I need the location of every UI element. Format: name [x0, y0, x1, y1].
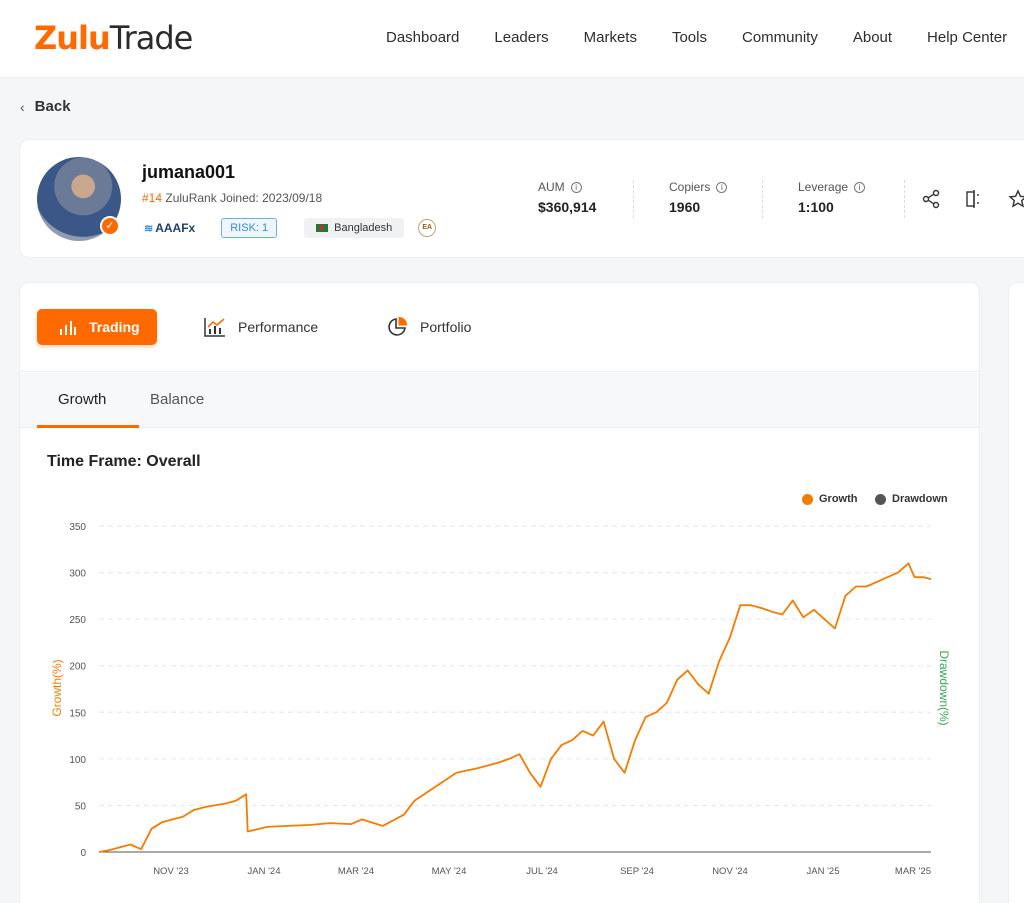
y-tick-label: 100	[69, 755, 86, 766]
verified-icon: ✓	[100, 216, 120, 236]
chevron-left-icon: ‹	[20, 98, 25, 115]
stat-leverage-label: Leverage	[798, 180, 849, 194]
main-tabs: Trading Performance Portfolio	[20, 283, 979, 372]
stat-leverage-value: 1:100	[798, 199, 834, 215]
rank-line: #14 ZuluRank Joined: 2023/09/18	[142, 191, 322, 205]
tab-portfolio[interactable]: Portfolio	[386, 309, 471, 345]
compare-icon[interactable]	[964, 189, 984, 209]
stat-aum: AUM i $360,914	[538, 180, 596, 215]
x-tick-label: NOV '23	[153, 866, 189, 877]
x-tick-label: MAR '24	[338, 866, 374, 877]
bar-chart-icon	[60, 321, 76, 335]
y-tick-label: 250	[69, 615, 86, 626]
y-axis-label: Growth(%)	[50, 659, 64, 716]
stat-aum-label: AUM	[538, 180, 565, 194]
nav-tools[interactable]: Tools	[671, 29, 707, 46]
growth-series-line	[98, 562, 932, 853]
nav-community[interactable]: Community	[741, 29, 818, 46]
chart-subtabs: Growth Balance	[20, 373, 979, 428]
trader-username: jumana001	[142, 162, 236, 182]
y-tick-label: 200	[69, 662, 86, 673]
active-subtab-indicator	[37, 425, 139, 428]
stat-copiers-label: Copiers	[669, 180, 711, 194]
subtab-growth[interactable]: Growth	[58, 391, 107, 408]
y2-axis-label: Drawdown(%)	[937, 650, 951, 725]
nav-leaders[interactable]: Leaders	[494, 29, 549, 46]
star-icon[interactable]	[1008, 189, 1024, 209]
y-tick-label: 350	[69, 522, 86, 533]
zulurank-value: #14	[142, 191, 163, 205]
line-chart-icon	[204, 318, 225, 337]
info-icon[interactable]: i	[570, 181, 582, 193]
country-badge: Bangladesh	[304, 218, 405, 238]
legend-drawdown[interactable]: Drawdown	[875, 493, 948, 505]
rank-joined-text: ZuluRank Joined: 2023/09/18	[165, 191, 323, 205]
nav-help-center[interactable]: Help Center	[927, 29, 1008, 46]
tab-trading[interactable]: Trading	[37, 309, 157, 345]
stat-leverage: Leverage i 1:100	[798, 180, 866, 215]
share-icon[interactable]	[921, 189, 941, 209]
stat-aum-value: $360,914	[538, 199, 597, 215]
x-tick-label: MAR '25	[895, 866, 931, 877]
broker-name: AAAFx	[155, 221, 196, 235]
y-tick-label: 50	[75, 801, 87, 812]
risk-badge: RISK: 1	[221, 218, 278, 238]
tab-performance-label: Performance	[238, 319, 319, 335]
legend-growth-dot	[802, 493, 813, 505]
y-tick-label: 300	[69, 569, 86, 580]
info-icon[interactable]: i	[716, 181, 728, 193]
logo-trade: Trade	[109, 19, 194, 57]
trader-profile-card: ✓ jumana001 #14 ZuluRank Joined: 2023/09…	[19, 139, 1024, 258]
stat-copiers: Copiers i 1960	[669, 180, 728, 215]
stat-divider	[762, 180, 763, 218]
nav-markets[interactable]: Markets	[583, 29, 637, 46]
x-tick-label: JUL '24	[526, 866, 558, 877]
top-navigation-bar: Zulu Trade Dashboard Leaders Markets Tool…	[0, 0, 1024, 78]
pie-chart-icon	[388, 316, 408, 336]
bangladesh-flag-icon	[316, 224, 329, 232]
main-nav: Dashboard Leaders Markets Tools Communit…	[386, 29, 1024, 46]
side-panel	[1008, 282, 1024, 903]
trading-panel: Trading Performance Portfolio Growth Bal…	[19, 282, 980, 903]
back-button[interactable]: ‹ Back	[20, 98, 71, 115]
legend-growth[interactable]: Growth	[802, 493, 858, 505]
timeframe-label: Time Frame: Overall	[47, 453, 201, 470]
logo-zulu: Zulu	[34, 19, 111, 57]
tab-trading-label: Trading	[89, 319, 140, 335]
y-tick-label: 150	[69, 708, 86, 719]
legend-drawdown-dot	[875, 493, 886, 505]
tab-portfolio-label: Portfolio	[420, 319, 472, 335]
x-tick-label: JAN '24	[248, 866, 281, 877]
legend-drawdown-label: Drawdown	[892, 493, 948, 505]
stat-divider	[633, 180, 634, 218]
trader-tags: ≋ AAAFx RISK: 1 Bangladesh EA	[144, 218, 437, 238]
stat-divider	[904, 180, 905, 218]
x-tick-label: NOV '24	[712, 866, 748, 877]
nav-dashboard[interactable]: Dashboard	[386, 29, 460, 46]
growth-chart[interactable]: 0 50 100 150 200 250 300 350 NOV '23 JAN '24 MAR …	[20, 283, 980, 903]
ea-badge-icon: EA	[418, 219, 437, 237]
subtab-balance[interactable]: Balance	[150, 391, 205, 408]
info-icon[interactable]: i	[854, 181, 866, 193]
stat-copiers-value: 1960	[669, 199, 701, 215]
x-tick-label: MAY '24	[432, 866, 467, 877]
broker-waves-icon: ≋	[144, 222, 154, 235]
legend-growth-label: Growth	[819, 493, 858, 505]
broker-logo: ≋ AAAFx	[144, 221, 195, 235]
zulutrade-logo[interactable]: Zulu Trade	[34, 18, 194, 58]
tab-performance[interactable]: Performance	[204, 309, 318, 345]
nav-about[interactable]: About	[852, 29, 893, 46]
country-name: Bangladesh	[334, 222, 393, 234]
x-tick-label: SEP '24	[620, 866, 654, 877]
back-label: Back	[34, 98, 71, 115]
y-tick-label: 0	[80, 848, 86, 859]
x-tick-label: JAN '25	[807, 866, 840, 877]
